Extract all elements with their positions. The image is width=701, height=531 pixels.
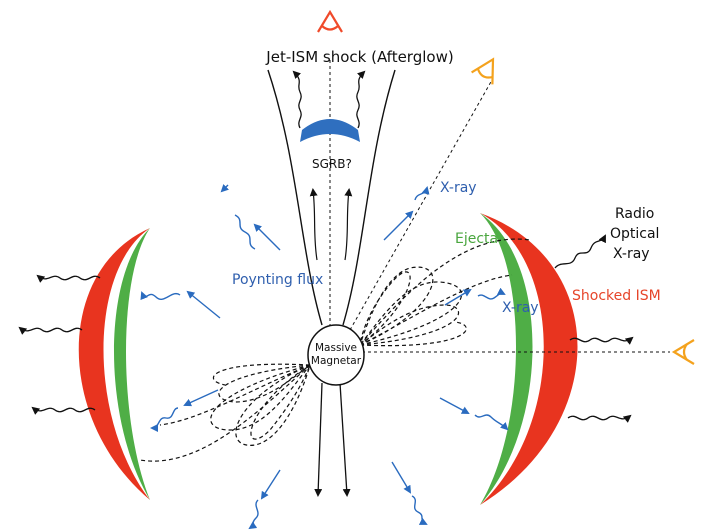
shocked-ism-label: Shocked ISM (572, 288, 661, 304)
jet-funnel (267, 69, 396, 326)
radio-label: Radio (615, 206, 654, 222)
sgrb-cap (300, 119, 360, 142)
poynting-flux-label: Poynting flux (232, 272, 323, 288)
xray-right-label: X-ray (613, 246, 650, 262)
right-shocked-shell (480, 213, 578, 505)
jet-afterglow-waves (292, 70, 366, 129)
xray-upper-label: X-ray (440, 180, 477, 196)
poynting-arrows (140, 183, 509, 530)
magnetar-label-line1: Massive (315, 342, 357, 354)
observer-line-offaxis (349, 79, 493, 331)
jet-inner-arrows (309, 188, 353, 261)
left-ism-layer (78, 228, 150, 500)
magnetic-field-lines (139, 238, 531, 462)
bottom-jet-arrows (314, 382, 351, 497)
observer-eye-icon (471, 57, 495, 85)
observer-eye-icon (317, 9, 343, 33)
xray-mid-label: X-ray (502, 300, 539, 316)
sgrb-label: SGRB? (312, 157, 352, 171)
magnetar-circle (307, 324, 365, 386)
shell-emission-waves (18, 234, 634, 423)
optical-label: Optical (610, 226, 659, 242)
right-ism-layer (480, 213, 578, 505)
left-shocked-shell (78, 228, 150, 500)
left-ejecta-layer (114, 228, 150, 500)
ejecta-label: Ejecta (455, 231, 498, 247)
magnetar-label-line2: Magnetar (311, 355, 362, 367)
jet-shock-label: Jet-ISM shock (Afterglow) (265, 48, 453, 66)
right-ejecta-layer (480, 213, 533, 505)
observer-eye-icon (671, 339, 695, 365)
